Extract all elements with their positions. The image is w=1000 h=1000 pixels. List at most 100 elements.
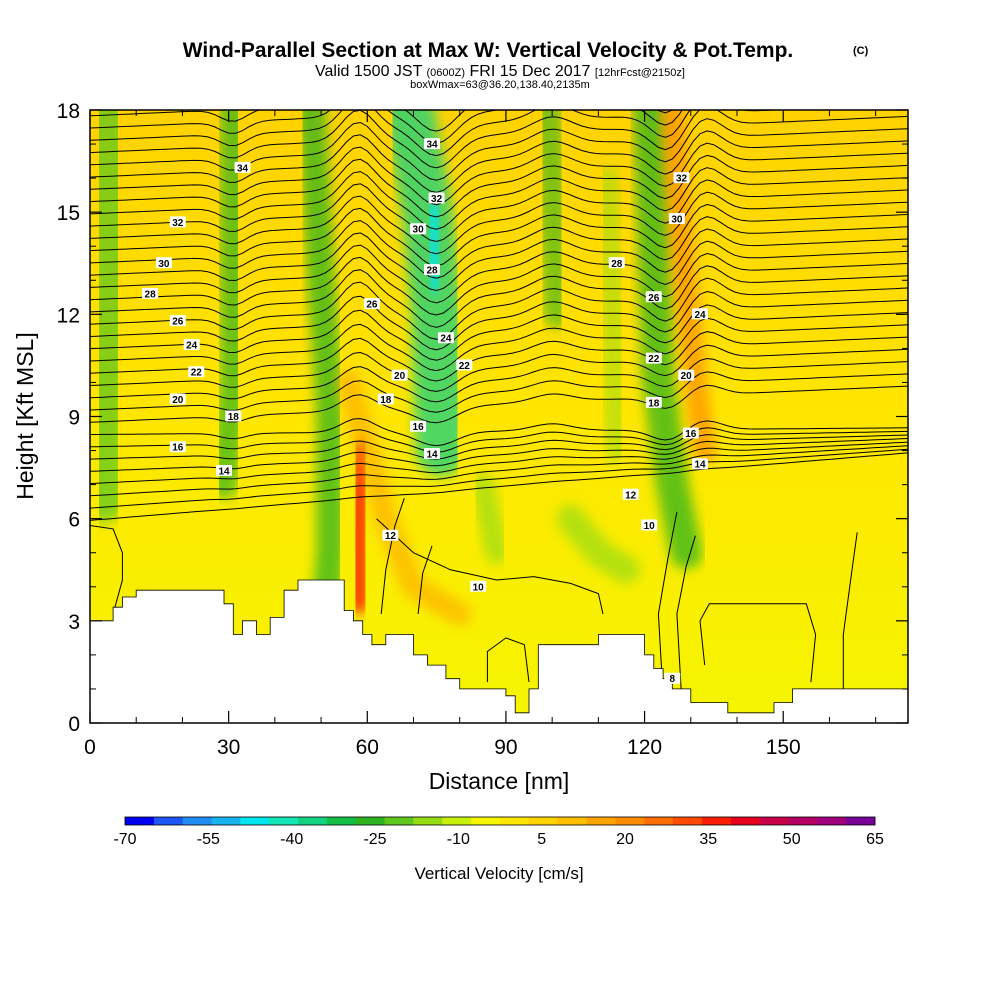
y-tick-label: 0 <box>68 713 80 736</box>
colorbar-swatch <box>182 817 212 825</box>
theta-contour-line <box>90 110 674 132</box>
contour-label-text: 30 <box>413 225 425 236</box>
colorbar-swatch <box>528 817 559 825</box>
chart-title: Wind-Parallel Section at Max W: Vertical… <box>183 39 794 62</box>
contour-label: 28 <box>142 287 159 300</box>
contour-label-text: 10 <box>644 521 656 532</box>
contour-label-text: 30 <box>671 215 683 226</box>
velocity-band <box>337 370 472 626</box>
theta-contour-line <box>90 110 908 169</box>
contour-label-text: 22 <box>459 361 471 372</box>
theta-contour-line <box>90 216 908 279</box>
contour-label-text: 24 <box>186 341 198 352</box>
contour-label-text: 22 <box>648 354 660 365</box>
y-tick-label: 3 <box>68 611 80 634</box>
y-tick-label: 15 <box>57 202 80 225</box>
contour-label: 18 <box>377 393 394 406</box>
contour-label: 34 <box>234 161 251 174</box>
colorbar-frame <box>124 816 876 826</box>
velocity-band <box>210 110 248 499</box>
contour-label: 24 <box>692 308 708 321</box>
colorbar-tick-label: -40 <box>280 831 303 848</box>
contour-label: 16 <box>682 427 699 440</box>
colorbar-swatch <box>817 817 847 825</box>
contour-label-text: 32 <box>172 218 184 229</box>
theta-contour-line <box>90 452 908 521</box>
colorbar-swatch <box>384 817 414 825</box>
contour-label-text: 30 <box>158 259 170 270</box>
contour-label: 20 <box>391 369 408 382</box>
theta-contour-line <box>90 448 908 509</box>
theta-contour-line <box>90 304 908 361</box>
colorbar-tick-label: -25 <box>363 831 386 848</box>
contour-label-text: 20 <box>681 371 693 382</box>
contour-label: 12 <box>382 529 399 542</box>
theta-contour-line <box>90 110 683 144</box>
colorbar-tick-label: 35 <box>699 831 717 848</box>
colorbar-tick-label: 20 <box>616 831 634 848</box>
contour-label: 24 <box>183 339 200 352</box>
contour-label-text: 22 <box>191 368 203 379</box>
contour-label-text: 16 <box>172 443 184 454</box>
colorbar-swatch <box>673 817 703 825</box>
surface-contour-line <box>699 603 817 683</box>
y-tick-label: 6 <box>68 509 80 532</box>
theta-contour-line <box>90 191 908 255</box>
contour-label-text: 14 <box>426 450 438 461</box>
box-info: boxWmax=63@36.20,138.40,2135m <box>410 79 590 91</box>
velocity-band <box>633 110 703 569</box>
contour-label-text: 12 <box>625 490 637 501</box>
theta-contour-line <box>90 130 908 193</box>
colorbar <box>124 816 876 826</box>
theta-contour-line <box>90 344 908 392</box>
theta-contour-line <box>90 154 908 218</box>
colorbar-tick-labels: -70 -55 -40 -25 -10 5 20 35 50 65 <box>113 831 884 848</box>
contour-label: 22 <box>456 359 473 372</box>
contour-label-text: 26 <box>172 317 184 328</box>
contour-label: 20 <box>678 369 695 382</box>
contour-label: 8 <box>664 672 681 685</box>
colorbar-swatch <box>846 817 876 825</box>
velocity-band <box>297 110 345 618</box>
contour-label-text: 10 <box>473 582 485 593</box>
theta-contour-line <box>90 252 908 316</box>
velocity-band <box>471 473 509 565</box>
contour-label-text: 24 <box>440 334 452 345</box>
contour-label-text: 20 <box>394 371 406 382</box>
theta-contours <box>90 110 908 521</box>
contour-label: 30 <box>410 223 427 236</box>
surface-contour-line <box>842 532 858 696</box>
colorbar-swatch <box>615 817 645 825</box>
theta-contour-line <box>90 441 908 485</box>
contour-label-text: 32 <box>431 194 443 205</box>
contour-label: 28 <box>424 264 440 277</box>
theta-contour-line <box>90 434 908 460</box>
contour-label-text: 32 <box>676 174 688 185</box>
contour-label: 18 <box>645 396 662 409</box>
theta-contour-line <box>90 203 908 267</box>
x-tick-label: 150 <box>766 736 801 759</box>
surface-contour-line <box>486 637 530 683</box>
surface-contour-line <box>417 545 433 615</box>
contour-label-text: 18 <box>648 398 660 409</box>
copyright-mark: (C) <box>853 45 869 57</box>
colorbar-swatch <box>586 817 616 825</box>
x-axis-label: Distance [nm] <box>429 768 570 794</box>
surface-contour-line <box>676 535 696 696</box>
colorbar-swatch <box>644 817 674 825</box>
plot-area: 34 34 32 32 32 30 30 30 28 28 28 26 26 26 24 24 24 22 22 22… <box>90 110 908 723</box>
contour-labels: 34 34 32 32 32 30 30 30 28 28 28 26 26 26 24 24 24 22 22 22… <box>142 138 708 685</box>
contour-label: 20 <box>169 393 186 406</box>
contour-label-text: 18 <box>380 395 392 406</box>
colorbar-tick-label: -55 <box>197 831 220 848</box>
contour-label: 10 <box>470 580 487 593</box>
contour-label: 24 <box>437 332 454 345</box>
colorbar-tick-label: -10 <box>447 831 470 848</box>
contour-label-text: 34 <box>237 163 249 174</box>
contour-label: 26 <box>645 291 662 304</box>
contour-label: 16 <box>410 420 427 433</box>
contour-label: 16 <box>169 441 186 454</box>
surface-contour-line <box>90 525 123 615</box>
colorbar-swatch <box>355 817 386 825</box>
